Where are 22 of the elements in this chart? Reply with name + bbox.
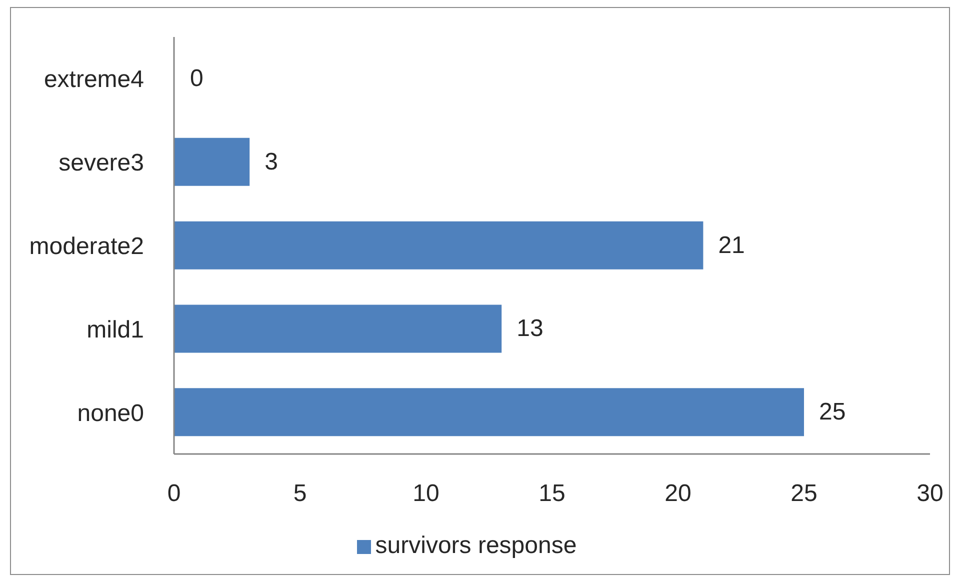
y-tick-label: extreme4: [44, 66, 144, 94]
bar: [174, 304, 502, 353]
x-tick-label: 5: [293, 480, 307, 508]
bar: [174, 221, 704, 270]
y-tick-label: mild1: [86, 316, 144, 344]
data-label: 25: [819, 398, 846, 426]
x-tick-label: 0: [167, 480, 181, 508]
x-tick-label: 15: [538, 480, 566, 508]
bar: [174, 388, 804, 436]
y-tick-label: moderate2: [29, 233, 144, 260]
data-label: 21: [718, 232, 745, 259]
data-label: 13: [516, 315, 544, 342]
data-label: 0: [190, 65, 204, 92]
x-tick-label: 30: [916, 480, 944, 508]
x-tick-label: 20: [664, 480, 692, 508]
bar: [174, 138, 250, 186]
x-tick-label: 10: [412, 480, 440, 508]
y-tick-label: none0: [77, 400, 144, 427]
x-tick-label: 25: [790, 480, 818, 508]
legend-label: survivors response: [375, 532, 577, 559]
data-label: 3: [264, 148, 278, 176]
y-tick-label: severe3: [58, 150, 144, 177]
